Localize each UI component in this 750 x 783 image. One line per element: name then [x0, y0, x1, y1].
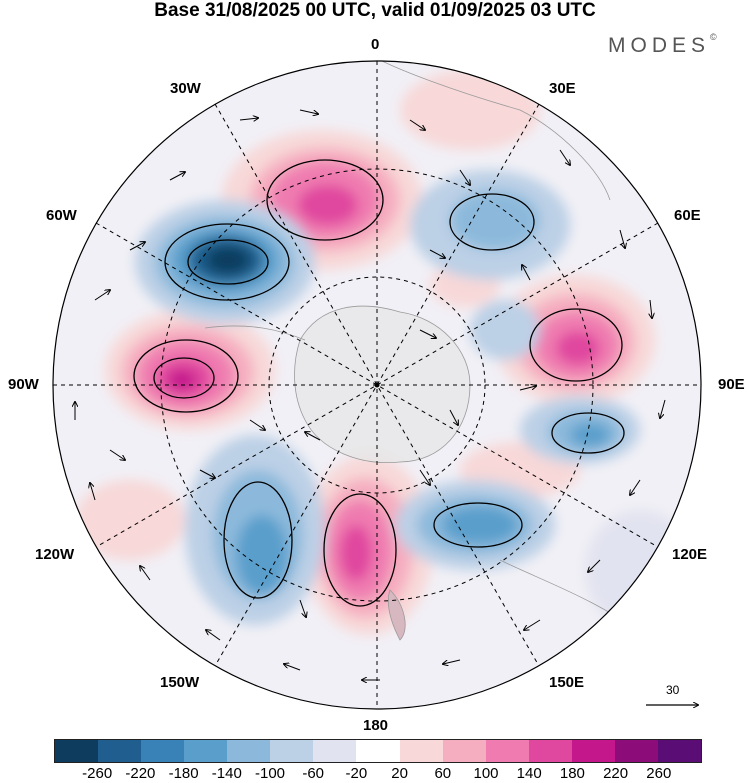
colorbar-segment	[485, 740, 529, 762]
colorbar-segment	[528, 740, 572, 762]
colorbar-tick-label: -140	[211, 765, 242, 782]
colorbar-segment	[55, 740, 99, 762]
colorbar-tick-label: 100	[473, 765, 499, 782]
wind-vectors	[75, 109, 666, 680]
colorbar-tick-label: -260	[82, 765, 113, 782]
colorbar-ticks: -260 -220 -180 -140 -100 -60 -20 20 60 100 140 180 2…	[0, 765, 750, 783]
colorbar-tick-label: -180	[168, 765, 199, 782]
colorbar-segment	[614, 740, 658, 762]
colorbar-segment	[184, 740, 228, 762]
pole-marker	[374, 382, 380, 388]
longitude-label-30w: 30W	[170, 80, 201, 97]
longitude-label-60e: 60E	[674, 207, 701, 224]
longitude-label-150e: 150E	[549, 674, 585, 691]
longitude-label-90e: 90E	[718, 376, 745, 393]
colorbar-tick-label: 20	[391, 765, 408, 782]
colorbar-tick-label: 60	[434, 765, 452, 782]
colorbar-segment	[571, 740, 615, 762]
colorbar-tick-label: 180	[559, 765, 585, 782]
colorbar-tick-label: 140	[516, 765, 542, 782]
colorbar-segment	[356, 740, 400, 762]
longitude-label-60w: 60W	[46, 207, 77, 224]
colorbar-tick-label: -220	[125, 765, 156, 782]
colorbar-segment	[227, 740, 271, 762]
colorbar-segment	[442, 740, 486, 762]
longitude-label-120w: 120W	[35, 546, 75, 563]
colorbar-segment	[657, 740, 701, 762]
colorbar	[54, 739, 702, 763]
colorbar-tick-label: -60	[302, 765, 325, 782]
longitude-label-30e: 30E	[549, 80, 576, 97]
map-title: Base 31/08/2025 00 UTC, valid 01/09/2025…	[154, 0, 596, 21]
colorbar-segment	[98, 740, 142, 762]
longitude-label-0: 0	[371, 36, 380, 53]
polar-map	[52, 60, 702, 710]
colorbar-tick-label: -20	[345, 765, 368, 782]
brand-logo: MODES©	[608, 32, 717, 57]
colorbar-segment	[141, 740, 185, 762]
reference-vector-label: 30	[666, 683, 680, 697]
map-boundary	[52, 60, 702, 710]
longitude-label-120e: 120E	[672, 546, 708, 563]
longitude-label-90w: 90W	[8, 376, 39, 393]
longitude-label-150w: 150W	[160, 674, 200, 691]
colorbar-tick-label: 220	[603, 765, 629, 782]
colorbar-tick-label: -100	[254, 765, 286, 782]
contours	[133, 159, 625, 607]
land-masses	[204, 61, 651, 641]
colorbar-segment	[313, 740, 357, 762]
anomaly-field	[75, 70, 695, 635]
colorbar-tick-label: 260	[646, 765, 672, 782]
map-disc	[53, 61, 701, 709]
longitude-label-180: 180	[363, 717, 389, 734]
colorbar-segment	[399, 740, 443, 762]
colorbar-segment	[270, 740, 314, 762]
